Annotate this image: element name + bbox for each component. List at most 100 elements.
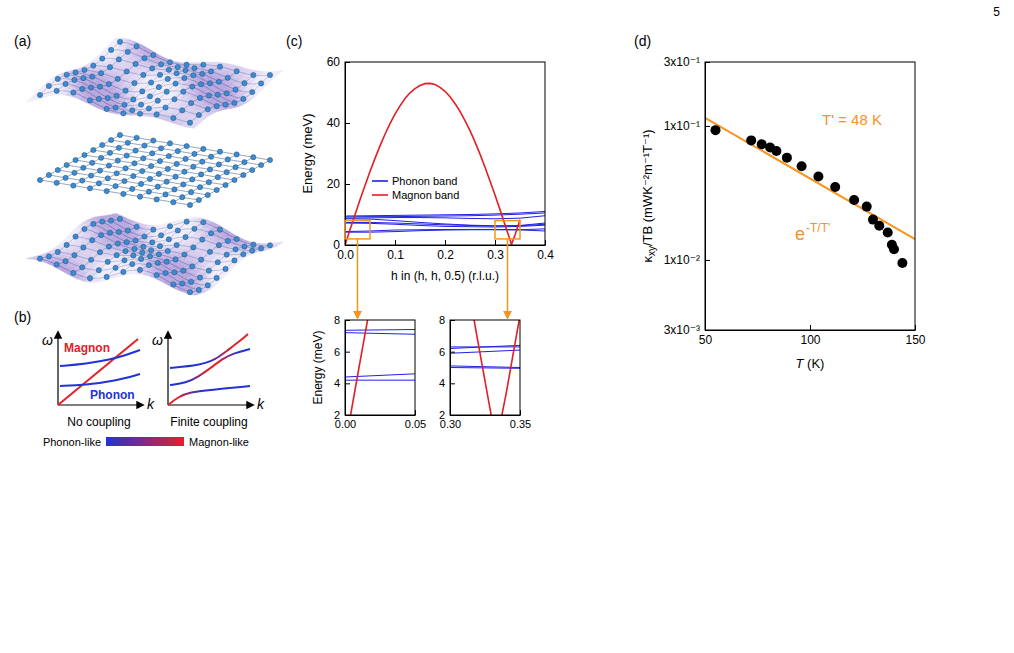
axis-title: ω	[152, 332, 163, 348]
lattice-atom	[163, 105, 168, 110]
lattice-atom	[234, 236, 239, 241]
legend-label: Magnon band	[392, 189, 459, 201]
lattice-atom	[99, 155, 104, 160]
lattice-atom	[182, 76, 187, 81]
legend-swatch	[372, 180, 388, 182]
lattice-atom	[207, 249, 212, 254]
lattice-bond	[93, 150, 243, 175]
tick-label: 8	[334, 314, 340, 326]
lattice-atom	[156, 252, 161, 257]
lattice-atom	[159, 62, 164, 67]
axis: 3x10⁻³1x10⁻²1x10⁻¹3x10⁻¹	[664, 55, 710, 337]
lattice-atom	[189, 279, 194, 284]
lattice-atom	[137, 194, 142, 199]
tick: 40	[327, 116, 350, 130]
lattice-bond	[173, 245, 253, 285]
lattice-bond	[107, 65, 187, 109]
lattice-atom	[165, 166, 170, 171]
lattice-atom	[215, 260, 220, 265]
lattice-atom	[187, 202, 192, 207]
lattice-atom	[209, 69, 214, 74]
series-label: Magnon	[64, 341, 110, 355]
lattice-atom	[100, 142, 105, 147]
lattice-atom	[71, 270, 76, 275]
lattice-atom	[140, 169, 145, 174]
tick-label: 3x10⁻³	[664, 323, 700, 337]
axis-line	[451, 415, 521, 416]
tick: 60	[327, 55, 350, 69]
axis: 2468	[439, 314, 455, 421]
lattice-atom	[151, 138, 156, 143]
lattice-atom	[196, 287, 201, 292]
tick-label: 1x10⁻¹	[664, 119, 700, 133]
lattice-atom	[90, 74, 95, 79]
lattice-atom	[147, 94, 152, 99]
lattice-atom	[124, 153, 129, 158]
hybrid-curve	[168, 386, 250, 405]
lattice-atom	[106, 81, 111, 86]
lattice-atom	[200, 71, 205, 76]
surface-patch	[163, 271, 173, 275]
tick-mark	[345, 245, 350, 246]
lattice-atom	[96, 181, 101, 186]
lattice-bond	[107, 222, 187, 277]
lattice-atom	[163, 192, 168, 197]
lattice-bond	[40, 135, 120, 180]
tick-label: 20	[327, 177, 341, 191]
lattice-atom	[109, 218, 114, 223]
tick-label: 0.05	[405, 418, 426, 430]
panel-c: 0.00.10.20.30.40204060Energy (meV)Phonon…	[30, 0, 905, 447]
lattice-atom	[175, 149, 180, 154]
tick: 20	[327, 177, 350, 191]
lattice-atom	[174, 71, 179, 76]
lattice-atom	[172, 187, 177, 192]
tick-mark	[345, 352, 350, 353]
data-point	[813, 171, 823, 181]
lattice-atom	[134, 44, 139, 49]
zoom-arrow	[357, 239, 359, 318]
lattice-atom	[133, 61, 138, 66]
lattice-atom	[149, 248, 154, 253]
caption: No coupling	[67, 415, 130, 429]
lattice-atom	[89, 257, 94, 262]
lattice-atom	[224, 170, 229, 175]
inset-lines	[450, 320, 520, 415]
axis: 0.000.05	[335, 410, 426, 430]
lattice-atom	[187, 120, 192, 125]
tick: 2	[334, 409, 350, 421]
lattice-atom	[105, 176, 110, 181]
lattice-atom	[122, 258, 127, 263]
lattice-atom	[163, 270, 168, 275]
lattice-atom	[97, 250, 102, 255]
wave-surface	[26, 38, 284, 128]
lattice-atom	[104, 106, 109, 111]
tick-mark	[705, 260, 710, 261]
lattice-atom	[190, 84, 195, 89]
axis-line	[346, 245, 546, 246]
lattice-atom	[54, 262, 59, 267]
lattice-atom	[139, 256, 144, 261]
tick-label: 60	[327, 55, 341, 69]
axis-title: Energy (meV)	[311, 330, 325, 404]
surface-patch	[91, 104, 101, 108]
lattice-atom	[199, 172, 204, 177]
lattice-bond	[84, 229, 234, 262]
lattice-atom	[223, 182, 228, 187]
lattice-atom	[131, 253, 136, 258]
lattice-bond	[140, 67, 220, 114]
legend: Phonon bandMagnon band	[372, 175, 459, 201]
lattice-atom	[97, 168, 102, 173]
tick-label: 0	[333, 238, 340, 252]
lattice-atom	[184, 219, 189, 224]
lattice-atom	[73, 157, 78, 162]
axis-line	[345, 63, 346, 246]
tick: 6	[334, 346, 350, 358]
lattice-atom	[99, 71, 104, 76]
tick-label: 100	[800, 333, 820, 347]
lattice-atom	[191, 245, 196, 250]
lattice-atom	[64, 162, 69, 167]
lattice-atom	[54, 88, 59, 93]
lattice-atom	[154, 197, 159, 202]
lattice-bond	[49, 256, 199, 290]
lattice-atom	[181, 89, 186, 94]
